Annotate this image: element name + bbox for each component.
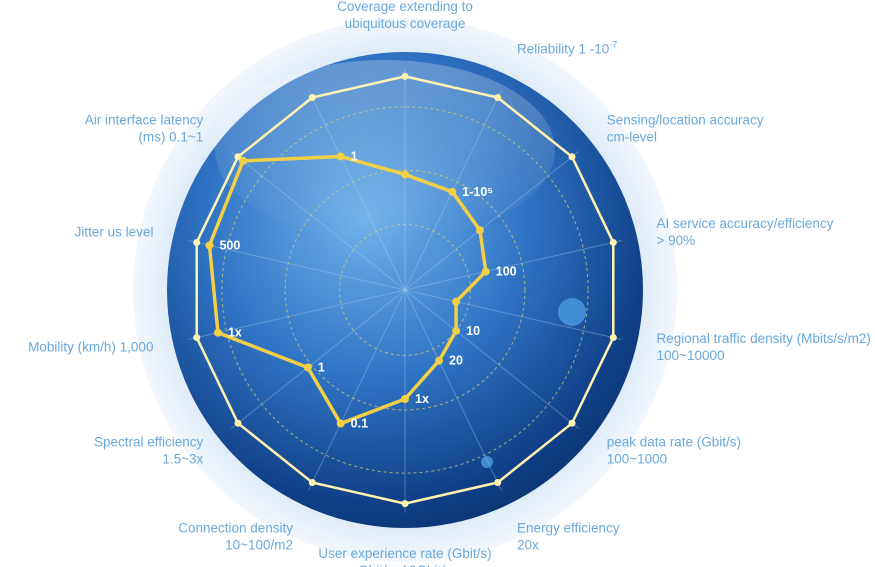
radar-spoke bbox=[230, 150, 406, 291]
radar-spoke bbox=[308, 89, 406, 291]
outer-polygon bbox=[193, 72, 617, 508]
outer-point bbox=[494, 94, 502, 102]
outer-point bbox=[193, 334, 201, 342]
inner-value-label: 1-10⁵ bbox=[462, 185, 493, 199]
radar-spoke bbox=[404, 289, 502, 491]
radar-spoke bbox=[404, 289, 580, 430]
radar-spoke bbox=[188, 240, 406, 291]
outer-point bbox=[568, 153, 576, 161]
outer-point bbox=[401, 72, 409, 80]
axis-label: Reliability 1 -10-7 bbox=[517, 40, 617, 57]
inner-value-label: 1x bbox=[228, 326, 242, 340]
globe-spot-small bbox=[481, 456, 493, 468]
inner-point bbox=[336, 152, 345, 161]
outer-point bbox=[308, 478, 316, 486]
outer-point bbox=[234, 153, 242, 161]
axis-label: Mobility (km/h) 1,000 bbox=[28, 339, 153, 354]
inner-point bbox=[452, 297, 461, 306]
axis-label: Energy efficiency 20x bbox=[517, 520, 620, 552]
inner-value-label: 100 bbox=[496, 265, 517, 279]
inner-point bbox=[401, 170, 409, 179]
inner-value-label: 20 bbox=[449, 354, 463, 368]
outer-point bbox=[193, 238, 201, 246]
inner-point bbox=[336, 419, 345, 428]
inner-point bbox=[401, 395, 409, 403]
axis-label: Jitter us level bbox=[75, 225, 154, 240]
axis-label: User experience rate (Gbit/s)Gbit/s~10Gb… bbox=[318, 546, 491, 567]
inner-value-label: 500 bbox=[219, 238, 240, 252]
inner-point bbox=[475, 226, 484, 235]
outer-point bbox=[609, 334, 617, 342]
axis-label: Coverage extending to ubiquitous coverage bbox=[337, 0, 473, 31]
inner-point bbox=[213, 328, 222, 337]
inner-point bbox=[205, 241, 214, 250]
inner-point bbox=[448, 187, 457, 196]
inner-value-label: 10 bbox=[466, 324, 480, 338]
axis-label: Regional traffic density (Mbits/s/m2) 100… bbox=[657, 331, 871, 363]
axis-label: Spectral efficiency 1.5~3x bbox=[94, 434, 204, 466]
axis-label: Sensing/location accuracy cm-level bbox=[607, 113, 764, 145]
inner-point bbox=[435, 356, 444, 365]
inner-point bbox=[239, 156, 248, 165]
radar-ring bbox=[284, 169, 526, 411]
radar-spoke bbox=[230, 289, 406, 430]
axis-label: Connection density 10~100/m2 bbox=[178, 520, 293, 552]
outer-point bbox=[234, 419, 242, 427]
inner-value-label: 1 bbox=[351, 149, 358, 163]
inner-point bbox=[303, 363, 312, 372]
radar-ring bbox=[221, 106, 589, 474]
outer-point bbox=[401, 500, 409, 508]
outer-point bbox=[308, 94, 316, 102]
outer-point bbox=[568, 419, 576, 427]
radar-spoke bbox=[308, 289, 406, 491]
inner-value-label: 0.1 bbox=[351, 417, 368, 431]
axis-label: AI service accuracy/efficiency > 90% bbox=[657, 216, 834, 248]
inner-value-label: 1 bbox=[318, 360, 325, 374]
inner-point bbox=[452, 326, 461, 335]
axis-label: peak data rate (Gbit/s) 100~1000 bbox=[607, 434, 741, 466]
radar-spoke bbox=[188, 289, 406, 340]
radar-spoke bbox=[404, 240, 622, 291]
axis-labels: Coverage extending to ubiquitous coverage… bbox=[28, 0, 871, 567]
globe-shine bbox=[215, 60, 555, 240]
radar-spoke bbox=[404, 150, 580, 291]
globe-spot bbox=[558, 298, 586, 326]
radar-spoke bbox=[404, 289, 622, 340]
inner-value-label: 1x bbox=[415, 392, 429, 406]
radar-grid bbox=[188, 67, 622, 513]
inner-point bbox=[481, 267, 490, 276]
inner-polygon: 1-10⁵ 100 10 20 1x 0.1 1 1x 500 1 bbox=[205, 149, 517, 431]
outer-point bbox=[494, 478, 502, 486]
axis-label: Air interface latency (ms) 0.1~1 bbox=[85, 113, 204, 145]
radar-ring bbox=[339, 224, 471, 356]
outer-point bbox=[609, 238, 617, 246]
